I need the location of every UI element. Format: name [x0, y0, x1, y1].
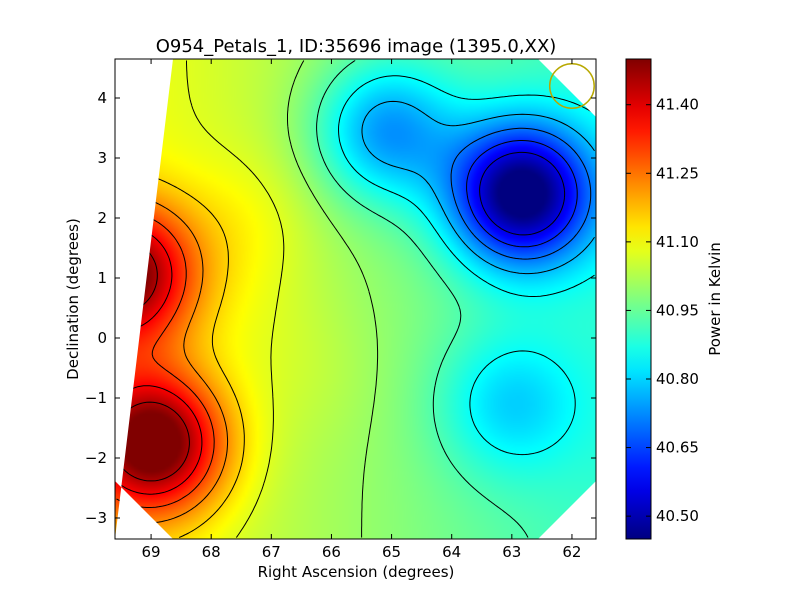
x-tick-label: 66 — [322, 543, 341, 561]
x-tick-label: 69 — [142, 543, 161, 561]
colorbar-tick-label: 40.50 — [656, 507, 699, 525]
colorbar-tick-label: 40.95 — [656, 301, 699, 319]
y-tick-label: 2 — [97, 209, 107, 227]
y-tick-label: 3 — [97, 149, 107, 167]
x-axis: 69 68 67 66 65 64 63 62 — [142, 59, 581, 561]
x-tick-label: 68 — [202, 543, 221, 561]
heatmap-image — [115, 59, 596, 539]
colorbar-ticks: 40.50 40.65 40.80 40.95 41.10 41.25 41.40 — [626, 96, 699, 525]
x-tick-label: 63 — [502, 543, 521, 561]
colorbar-tick-label: 41.10 — [656, 233, 699, 251]
plot-area: 69 68 67 66 65 64 63 62 −3 −2 −1 0 1 2 3 4 — [85, 58, 597, 561]
x-tick-label: 65 — [382, 543, 401, 561]
y-tick-label: 1 — [97, 269, 107, 287]
colorbar-tick-label: 40.65 — [656, 439, 699, 457]
y-axis-label: Declination (degrees) — [64, 218, 82, 380]
colorbar-label: Power in Kelvin — [706, 242, 724, 356]
y-tick-label: 4 — [97, 89, 107, 107]
y-tick-label: −3 — [85, 509, 107, 527]
x-tick-label: 67 — [262, 543, 281, 561]
colorbar: 40.50 40.65 40.80 40.95 41.10 41.25 41.40 Powe… — [625, 58, 724, 540]
y-tick-label: −1 — [85, 389, 107, 407]
field-mask — [115, 59, 596, 539]
y-tick-label: 0 — [97, 329, 107, 347]
y-tick-label: −2 — [85, 449, 107, 467]
y-axis: −3 −2 −1 0 1 2 3 4 — [85, 89, 596, 527]
x-tick-label: 64 — [442, 543, 461, 561]
plot-frame — [114, 58, 597, 540]
colorbar-tick-label: 41.25 — [656, 164, 699, 182]
colorbar-tick-label: 40.80 — [656, 370, 699, 388]
colorbar-tick-label: 41.40 — [656, 96, 699, 114]
x-tick-label: 62 — [562, 543, 581, 561]
colorbar-gradient — [625, 58, 652, 540]
chart-title: O954_Petals_1, ID:35696 image (1395.0,XX… — [156, 36, 557, 57]
x-axis-label: Right Ascension (degrees) — [258, 563, 455, 581]
